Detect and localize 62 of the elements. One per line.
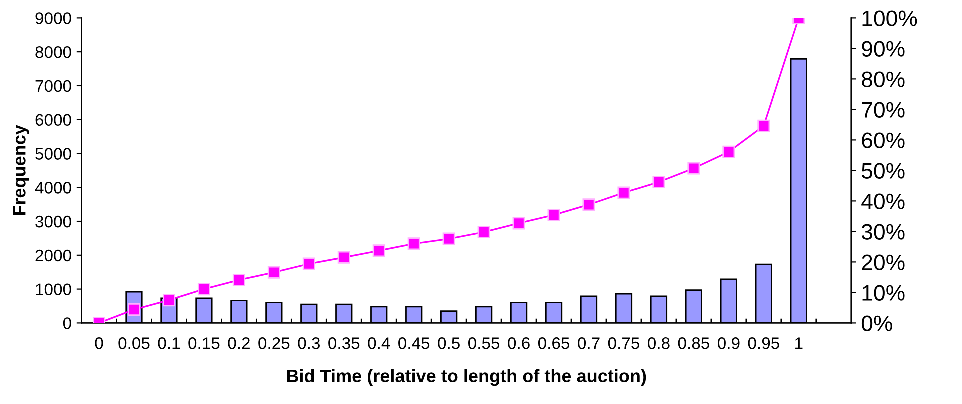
x-tick-label: 1: [796, 338, 803, 350]
y2-tick-label: 70%: [862, 102, 905, 118]
point: [512, 217, 526, 230]
x-tick-label: 0.95: [748, 338, 780, 350]
y2-tick-label: 60%: [862, 132, 905, 148]
x-tick-label: 0.55: [468, 338, 500, 350]
x-tick-label: 0.2: [228, 338, 250, 350]
y-tick-label: 3000: [36, 216, 72, 228]
x-tick-label: 0: [95, 338, 104, 350]
point: [372, 244, 386, 258]
point: [408, 238, 420, 250]
point: [162, 294, 176, 307]
point: [618, 186, 630, 200]
y2-tick-label: 80%: [862, 72, 905, 88]
y-tick-label: 9000: [36, 12, 72, 24]
point: [442, 232, 456, 246]
x-tick-label: 0.1: [158, 338, 180, 350]
point: [198, 283, 210, 296]
point: [268, 266, 280, 279]
point: [232, 274, 246, 286]
x-tick-label: 0.7: [578, 338, 600, 350]
x-tick-label: 0.6: [508, 338, 530, 350]
y-tick-label: 8000: [36, 46, 72, 58]
y2-tick-label: 20%: [862, 254, 905, 270]
point: [548, 208, 560, 222]
point: [582, 198, 596, 212]
point: [478, 226, 490, 239]
x-tick-label: 0.05: [118, 338, 150, 350]
y-tick-label: 1000: [36, 284, 72, 296]
point: [338, 251, 350, 264]
y2-tick-label: 90%: [862, 41, 905, 57]
y2-tick-label: 30%: [862, 224, 905, 240]
x-axis-title: Bid Time (relative to length of the auction): [287, 369, 646, 386]
y-tick-label: 6000: [36, 114, 72, 126]
y2-tick-label: 100%: [862, 10, 918, 26]
y-tick-label: 5000: [36, 148, 72, 160]
y-tick-label: 4000: [35, 182, 72, 194]
x-tick-label: 0.75: [608, 338, 640, 350]
x-tick-label: 0.8: [648, 338, 670, 350]
x-tick-label: 0.5: [438, 338, 460, 350]
y2-tick-label: 10%: [862, 285, 905, 301]
x-tick-label: 0.3: [298, 338, 320, 350]
point: [722, 146, 736, 158]
y2-tick-label: 40%: [862, 194, 905, 210]
point: [688, 162, 700, 175]
x-tick-label: 0.45: [398, 338, 430, 350]
y-axis-title: Frequency: [13, 125, 30, 216]
point: [302, 258, 316, 270]
y2-tick-label: 0%: [862, 316, 892, 332]
y-tick-label: 7000: [36, 80, 72, 92]
x-tick-label: 0.4: [368, 338, 390, 350]
point: [652, 176, 666, 189]
y-tick-label: 0: [63, 318, 72, 330]
x-tick-label: 0.15: [188, 338, 220, 350]
x-tick-label: 0.35: [328, 338, 360, 350]
x-tick-label: 0.85: [678, 338, 710, 350]
y-tick-label: 2000: [36, 250, 72, 262]
point: [758, 120, 770, 132]
x-tick-label: 0.9: [718, 338, 740, 350]
y2-tick-label: 50%: [862, 163, 905, 179]
x-tick-label: 0.65: [538, 338, 570, 350]
x-tick-label: 0.25: [258, 338, 290, 350]
